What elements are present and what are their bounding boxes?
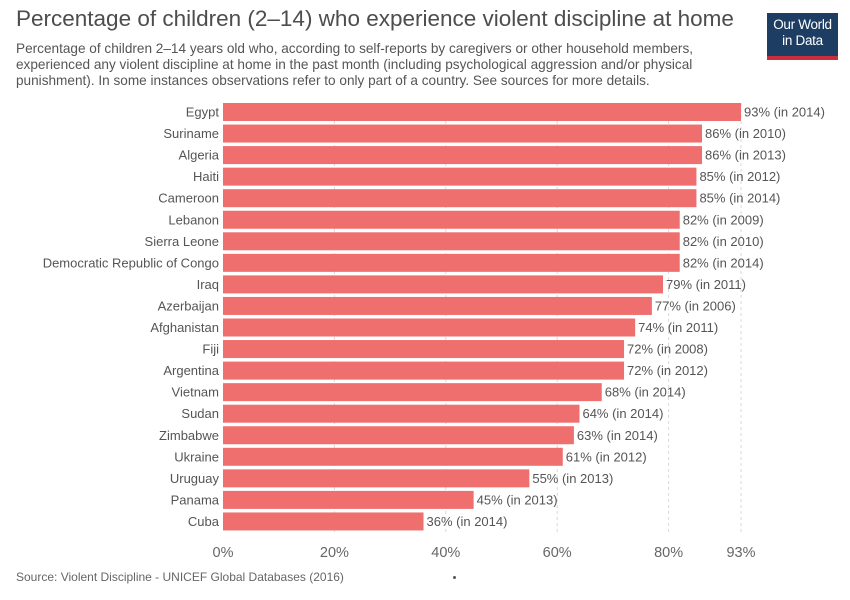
- bar: [223, 340, 625, 359]
- owid-logo[interactable]: Our World in Data: [767, 13, 838, 60]
- bar: [223, 318, 636, 337]
- value-label: 82% (in 2014): [683, 255, 764, 270]
- category-label: Uruguay: [170, 471, 220, 486]
- bar: [223, 275, 664, 294]
- value-label: 85% (in 2012): [699, 169, 780, 184]
- value-label: 74% (in 2011): [638, 320, 718, 335]
- chart-title: Percentage of children (2–14) who experi…: [16, 6, 734, 31]
- bar: [223, 232, 680, 251]
- category-label: Sierra Leone: [145, 234, 219, 249]
- category-label: Suriname: [163, 126, 219, 141]
- value-label: 82% (in 2010): [683, 234, 764, 249]
- value-label: 72% (in 2012): [627, 363, 708, 378]
- value-label: 45% (in 2013): [477, 492, 558, 507]
- bar: [223, 167, 697, 186]
- x-tick-label: 80%: [654, 545, 683, 561]
- bar: [223, 469, 530, 488]
- category-label: Ukraine: [174, 449, 219, 464]
- category-label: Iraq: [197, 277, 219, 292]
- x-tick-label: 40%: [431, 545, 460, 561]
- value-label: 61% (in 2012): [566, 449, 647, 464]
- value-label: 64% (in 2014): [582, 406, 663, 421]
- x-tick-label: 93%: [726, 545, 755, 561]
- bar: [223, 124, 703, 143]
- x-tick-label: 0%: [213, 545, 234, 561]
- footer-dot: [453, 576, 456, 579]
- bar: [223, 189, 697, 208]
- category-label: Algeria: [179, 148, 220, 163]
- value-label: 93% (in 2014): [744, 105, 825, 120]
- bar: [223, 512, 424, 531]
- category-label: Democratic Republic of Congo: [43, 255, 219, 270]
- category-label: Haiti: [193, 169, 219, 184]
- value-label: 68% (in 2014): [605, 385, 686, 400]
- category-label: Sudan: [181, 406, 219, 421]
- category-label: Lebanon: [168, 212, 219, 227]
- category-label: Cuba: [188, 514, 220, 529]
- logo-line2: in Data: [782, 32, 823, 48]
- value-label: 72% (in 2008): [627, 342, 708, 357]
- category-label: Zimbabwe: [159, 428, 219, 443]
- bar: [223, 404, 580, 423]
- chart-subtitle: Percentage of children 2–14 years old wh…: [16, 41, 694, 88]
- category-label: Vietnam: [172, 385, 219, 400]
- category-label: Argentina: [163, 363, 219, 378]
- bar: [223, 146, 703, 165]
- value-label: 77% (in 2006): [655, 298, 736, 313]
- value-label: 79% (in 2011): [666, 277, 746, 292]
- bar: [223, 210, 680, 229]
- category-label: Fiji: [202, 342, 219, 357]
- value-label: 86% (in 2010): [705, 126, 786, 141]
- category-label: Azerbaijan: [158, 298, 219, 313]
- category-label: Afghanistan: [150, 320, 219, 335]
- bar: [223, 383, 602, 402]
- bar: [223, 103, 741, 121]
- x-tick-label: 20%: [320, 545, 349, 561]
- value-label: 63% (in 2014): [577, 428, 658, 443]
- value-label: 85% (in 2014): [699, 191, 780, 206]
- bar: [223, 361, 625, 380]
- value-label: 55% (in 2013): [532, 471, 613, 486]
- category-label: Cameroon: [158, 191, 219, 206]
- bar: [223, 490, 474, 509]
- logo-line1: Our World: [773, 17, 832, 32]
- value-label: 82% (in 2009): [683, 212, 764, 227]
- category-label: Egypt: [186, 105, 220, 120]
- bar: [223, 447, 563, 466]
- value-label: 36% (in 2014): [427, 514, 508, 529]
- bar: [223, 253, 680, 272]
- source-note: Source: Violent Discipline - UNICEF Glob…: [16, 570, 344, 584]
- category-label: Panama: [171, 492, 220, 507]
- bar: [223, 296, 652, 315]
- x-tick-label: 60%: [543, 545, 572, 561]
- bar: [223, 426, 574, 445]
- value-label: 86% (in 2013): [705, 148, 786, 163]
